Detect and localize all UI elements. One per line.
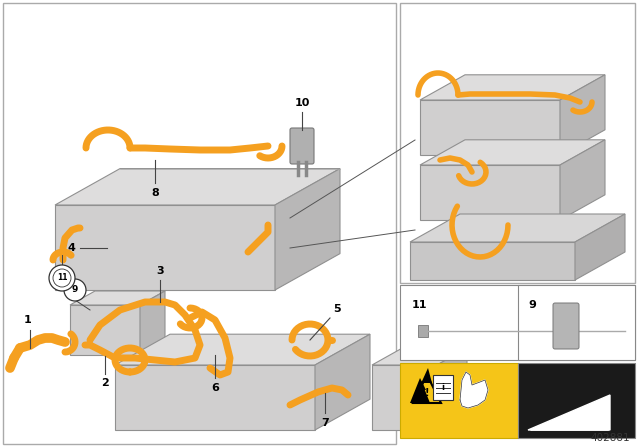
Bar [518, 363, 635, 438]
Polygon shape [420, 140, 605, 165]
Polygon shape [315, 334, 370, 430]
Polygon shape [410, 214, 625, 242]
Text: 1: 1 [24, 315, 32, 325]
FancyBboxPatch shape [290, 128, 314, 164]
Polygon shape [55, 168, 340, 205]
Text: 9: 9 [72, 285, 78, 294]
Text: 11: 11 [412, 300, 428, 310]
Polygon shape [140, 291, 165, 355]
Text: 5: 5 [333, 304, 340, 314]
Polygon shape [70, 291, 165, 305]
Polygon shape [420, 165, 560, 220]
Text: 402881: 402881 [590, 433, 630, 443]
Text: 2: 2 [101, 378, 109, 388]
Polygon shape [460, 372, 488, 408]
Polygon shape [372, 348, 467, 365]
Text: 7: 7 [321, 418, 329, 428]
Polygon shape [410, 368, 432, 403]
Polygon shape [372, 365, 437, 430]
Bar [418, 325, 428, 337]
Circle shape [64, 279, 86, 301]
Text: 10: 10 [294, 98, 310, 108]
Text: 6: 6 [211, 383, 219, 393]
Bar [518, 285, 635, 360]
Text: 4: 4 [67, 243, 75, 253]
Bar [528, 372, 610, 430]
Text: !: ! [425, 388, 429, 398]
Circle shape [53, 269, 71, 287]
Text: 11: 11 [57, 273, 67, 283]
Bar [433, 375, 453, 400]
Bar [400, 3, 635, 283]
Polygon shape [55, 205, 275, 290]
Polygon shape [410, 242, 575, 280]
Bar [3, 3, 396, 444]
Polygon shape [275, 168, 340, 290]
Text: 8: 8 [151, 188, 159, 198]
Text: i: i [442, 383, 445, 392]
Polygon shape [420, 75, 605, 100]
Bar [400, 363, 518, 438]
Polygon shape [115, 334, 370, 365]
Polygon shape [560, 75, 605, 155]
Polygon shape [575, 214, 625, 280]
Circle shape [49, 265, 75, 291]
Polygon shape [70, 305, 140, 355]
Polygon shape [437, 348, 467, 430]
Polygon shape [560, 140, 605, 220]
Polygon shape [530, 398, 608, 430]
FancyBboxPatch shape [553, 303, 579, 349]
Polygon shape [115, 365, 315, 430]
Bar [400, 285, 635, 360]
Polygon shape [420, 100, 560, 155]
Text: 9: 9 [528, 300, 536, 310]
Text: 3: 3 [156, 266, 164, 276]
Polygon shape [528, 395, 610, 430]
